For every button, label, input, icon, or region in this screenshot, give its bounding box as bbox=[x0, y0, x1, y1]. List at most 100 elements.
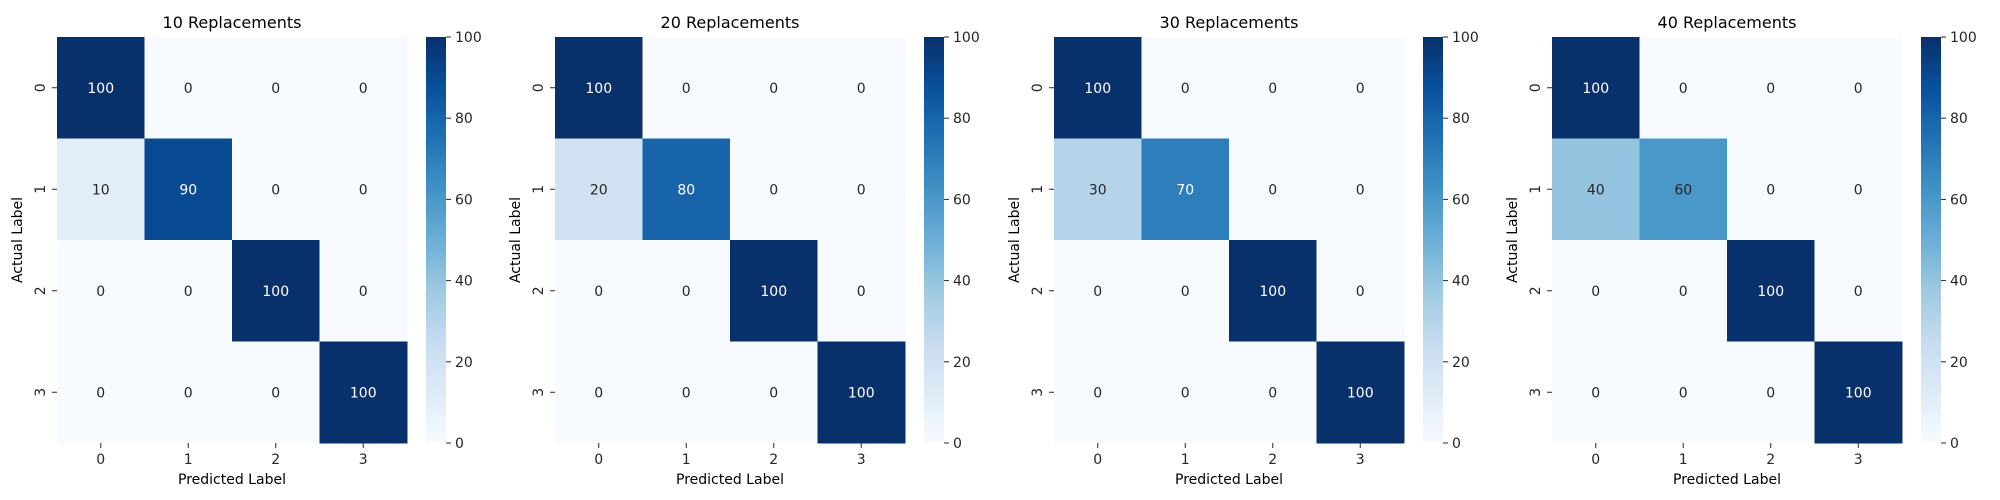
y-tick-label: 0 bbox=[1030, 83, 1046, 92]
cell-value-label: 100 bbox=[1084, 81, 1111, 97]
cell-value-label: 0 bbox=[1356, 284, 1365, 300]
cell-value-label: 0 bbox=[1093, 284, 1102, 300]
heatmap-cell bbox=[642, 341, 731, 444]
colorbar-tick-label: 40 bbox=[1950, 274, 1968, 290]
x-tick-label: 2 bbox=[1766, 452, 1775, 468]
panel-title: 40 Replacements bbox=[1658, 13, 1797, 32]
heatmap-cell bbox=[57, 37, 145, 139]
heatmap-cell bbox=[1814, 138, 1903, 241]
x-tick-label: 0 bbox=[1093, 452, 1102, 468]
x-tick-label: 2 bbox=[271, 452, 280, 468]
y-tick-label: 1 bbox=[1030, 185, 1046, 194]
x-tick-label: 2 bbox=[769, 452, 778, 468]
heatmap-cell bbox=[1552, 341, 1640, 444]
heatmap-cell bbox=[144, 341, 233, 444]
cell-value-label: 0 bbox=[769, 385, 778, 401]
cell-value-label: 0 bbox=[594, 284, 603, 300]
heatmap-cell bbox=[1316, 138, 1405, 241]
colorbar-tick-label: 40 bbox=[455, 274, 473, 290]
cell-value-label: 100 bbox=[262, 284, 289, 300]
cell-value-label: 0 bbox=[1268, 385, 1277, 401]
x-tick-label: 3 bbox=[359, 452, 368, 468]
heatmap-cell bbox=[1229, 37, 1317, 139]
cell-value-label: 100 bbox=[1259, 284, 1286, 300]
colorbar-tick-label: 60 bbox=[1950, 192, 1968, 208]
y-axis-label: Actual Label bbox=[1007, 197, 1023, 283]
cell-value-label: 100 bbox=[1757, 284, 1784, 300]
y-tick-label: 1 bbox=[33, 185, 49, 194]
cell-value-label: 0 bbox=[184, 385, 193, 401]
panel-title: 20 Replacements bbox=[661, 13, 800, 32]
heatmap-cell bbox=[57, 341, 145, 444]
heatmap-cell bbox=[1814, 240, 1903, 342]
heatmap-cell bbox=[1639, 341, 1728, 444]
heatmap-cell bbox=[555, 341, 643, 444]
cell-value-label: 0 bbox=[682, 81, 691, 97]
cell-value-label: 100 bbox=[1582, 81, 1609, 97]
y-axis-label: Actual Label bbox=[10, 197, 26, 283]
heatmap-cell bbox=[730, 37, 818, 139]
heatmap-cell bbox=[817, 341, 906, 444]
y-axis-label: Actual Label bbox=[1505, 197, 1521, 283]
cell-value-label: 0 bbox=[594, 385, 603, 401]
colorbar bbox=[426, 37, 446, 443]
colorbar bbox=[1423, 37, 1443, 443]
heatmap-cell bbox=[1639, 37, 1728, 139]
cell-value-label: 30 bbox=[1089, 182, 1107, 198]
heatmap-cell bbox=[1229, 138, 1317, 241]
heatmap-cell bbox=[1054, 37, 1142, 139]
colorbar-tick-label: 60 bbox=[953, 192, 971, 208]
x-tick-label: 0 bbox=[96, 452, 105, 468]
cell-value-label: 0 bbox=[1268, 81, 1277, 97]
colorbar-tick-label: 40 bbox=[953, 274, 971, 290]
heatmap-cell bbox=[232, 138, 320, 241]
y-tick-label: 1 bbox=[1528, 185, 1544, 194]
cell-value-label: 0 bbox=[1854, 81, 1863, 97]
heatmap-cell bbox=[1727, 138, 1815, 241]
cell-value-label: 0 bbox=[1679, 81, 1688, 97]
colorbar-tick-label: 80 bbox=[455, 111, 473, 127]
y-tick-label: 0 bbox=[531, 83, 547, 92]
heatmap-cell bbox=[1552, 240, 1640, 342]
y-tick-label: 1 bbox=[531, 185, 547, 194]
cell-value-label: 0 bbox=[1854, 182, 1863, 198]
cell-value-label: 90 bbox=[179, 182, 197, 198]
heatmap-cell bbox=[57, 240, 145, 342]
x-axis-label: Predicted Label bbox=[1673, 472, 1781, 488]
cell-value-label: 0 bbox=[1591, 385, 1600, 401]
x-tick-label: 1 bbox=[1679, 452, 1688, 468]
colorbar-tick-label: 0 bbox=[1452, 436, 1461, 452]
heatmap-cell bbox=[144, 37, 233, 139]
x-axis-label: Predicted Label bbox=[178, 472, 286, 488]
cell-value-label: 20 bbox=[590, 182, 608, 198]
heatmap-cell bbox=[642, 138, 731, 241]
heatmap-cell bbox=[319, 341, 408, 444]
cell-value-label: 80 bbox=[677, 182, 695, 198]
cell-value-label: 0 bbox=[857, 81, 866, 97]
cell-value-label: 100 bbox=[760, 284, 787, 300]
cell-value-label: 0 bbox=[769, 81, 778, 97]
colorbar-tick-label: 100 bbox=[455, 30, 482, 46]
heatmap-cell bbox=[1141, 37, 1230, 139]
heatmap-cell bbox=[555, 37, 643, 139]
cell-value-label: 0 bbox=[1679, 284, 1688, 300]
heatmap-cell bbox=[1316, 341, 1405, 444]
colorbar-tick-label: 20 bbox=[1452, 355, 1470, 371]
heatmap-cell bbox=[1316, 37, 1405, 139]
colorbar-tick-label: 80 bbox=[1950, 111, 1968, 127]
cell-value-label: 40 bbox=[1587, 182, 1605, 198]
colorbar-tick-label: 100 bbox=[1452, 30, 1479, 46]
heatmap-cell bbox=[232, 37, 320, 139]
heatmap-cell bbox=[730, 240, 818, 342]
heatmap-cell bbox=[555, 240, 643, 342]
x-tick-label: 1 bbox=[184, 452, 193, 468]
cell-value-label: 0 bbox=[857, 182, 866, 198]
y-tick-label: 2 bbox=[1030, 286, 1046, 295]
heatmap-cell bbox=[1552, 37, 1640, 139]
heatmap-cell bbox=[1141, 240, 1230, 342]
cell-value-label: 0 bbox=[359, 284, 368, 300]
heatmap-cell bbox=[1054, 341, 1142, 444]
heatmap-cell bbox=[730, 341, 818, 444]
heatmap-cell bbox=[1639, 240, 1728, 342]
heatmap-cell bbox=[319, 138, 408, 241]
